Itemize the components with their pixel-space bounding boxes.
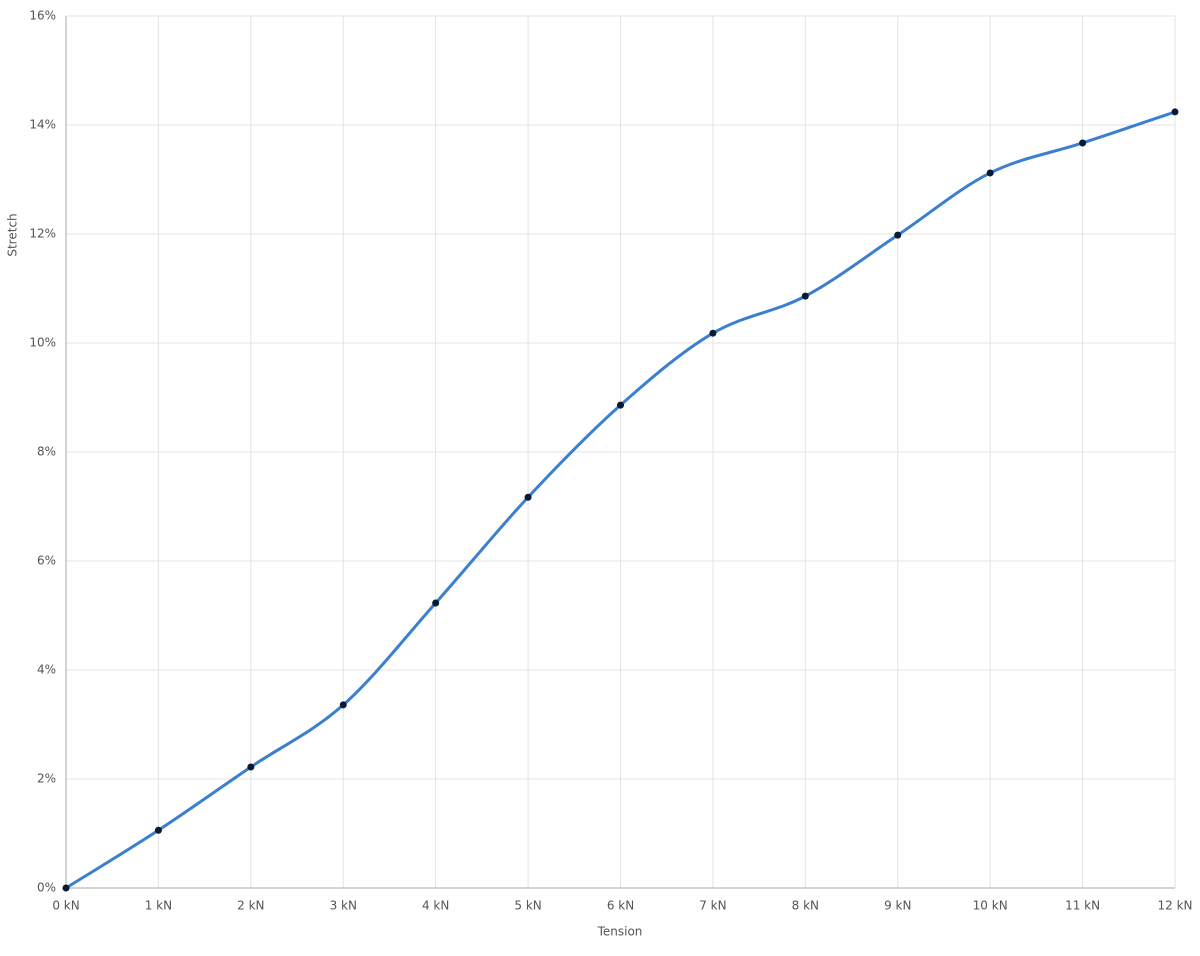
x-tick-label: 0 kN xyxy=(52,899,79,913)
marker xyxy=(247,763,255,771)
x-tick-label: 4 kN xyxy=(422,899,449,913)
x-tick-label: 5 kN xyxy=(514,899,541,913)
marker xyxy=(709,329,717,337)
marker xyxy=(894,231,902,239)
x-tick-label: 7 kN xyxy=(699,899,726,913)
y-tick-label: 8% xyxy=(37,445,56,459)
y-tick-label: 0% xyxy=(37,881,56,895)
marker xyxy=(524,493,532,501)
x-tick-label: 10 kN xyxy=(973,899,1008,913)
x-tick-label: 1 kN xyxy=(145,899,172,913)
x-tick-label: 2 kN xyxy=(237,899,264,913)
marker xyxy=(1171,108,1179,116)
marker xyxy=(1079,139,1087,147)
marker xyxy=(986,169,994,177)
marker xyxy=(339,701,347,709)
x-tick-label: 12 kN xyxy=(1157,899,1192,913)
x-tick-label: 8 kN xyxy=(792,899,819,913)
y-tick-label: 6% xyxy=(37,554,56,568)
x-tick-label: 9 kN xyxy=(884,899,911,913)
y-tick-label: 12% xyxy=(29,227,56,241)
x-tick-label: 3 kN xyxy=(330,899,357,913)
y-axis-title: Stretch xyxy=(6,213,20,256)
marker xyxy=(801,292,809,300)
y-tick-label: 14% xyxy=(29,118,56,132)
x-axis-title: Tension xyxy=(597,925,643,939)
y-tick-label: 10% xyxy=(29,336,56,350)
marker xyxy=(432,599,440,607)
marker xyxy=(62,884,70,892)
x-tick-label: 6 kN xyxy=(607,899,634,913)
y-tick-label: 16% xyxy=(29,9,56,23)
x-tick-label: 11 kN xyxy=(1065,899,1100,913)
y-tick-label: 4% xyxy=(37,663,56,677)
y-tick-label: 2% xyxy=(37,772,56,786)
marker xyxy=(617,401,624,409)
marker xyxy=(154,826,162,834)
